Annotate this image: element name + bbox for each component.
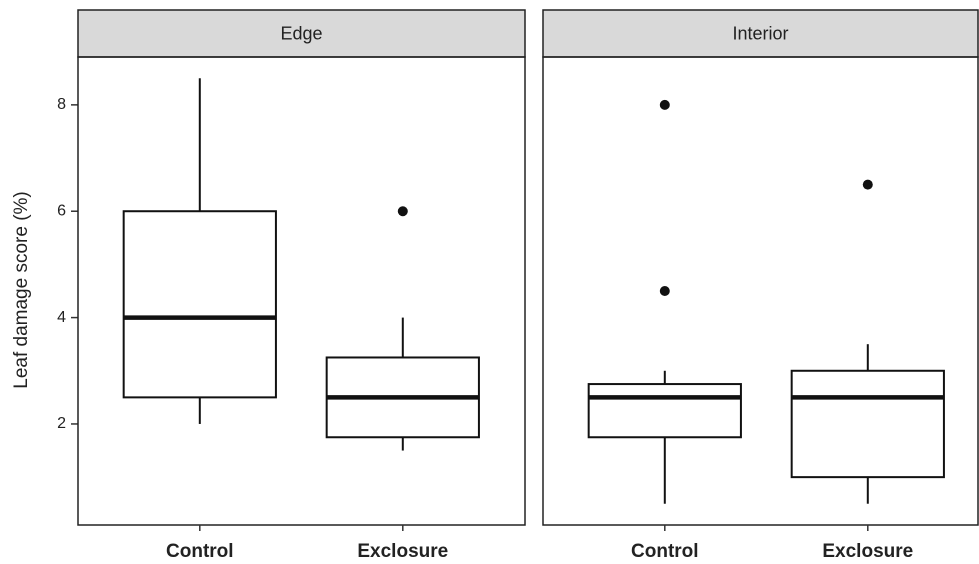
strip	[77, 9, 526, 58]
y-tick-label: 8	[57, 96, 66, 113]
x-tick-label: Exclosure	[357, 541, 448, 562]
panel	[542, 56, 979, 526]
panel-title: Interior	[732, 23, 788, 43]
outlier	[659, 286, 670, 296]
y-axis-label: Leaf damage score (%)	[11, 191, 32, 389]
y-tick-label: 2	[57, 415, 66, 432]
x-tick-label: Control	[631, 541, 699, 562]
x-tick-label: Exclosure	[822, 541, 913, 562]
outlier	[659, 99, 670, 110]
x-tick-label: Control	[166, 541, 234, 562]
box	[790, 369, 945, 479]
y-tick-label: 4	[57, 309, 66, 326]
panel	[77, 56, 526, 526]
box	[587, 383, 742, 439]
y-tick-label: 6	[57, 202, 66, 219]
panel-title: Edge	[280, 23, 322, 43]
outlier	[862, 179, 873, 190]
box	[122, 210, 277, 399]
outlier	[397, 206, 408, 217]
